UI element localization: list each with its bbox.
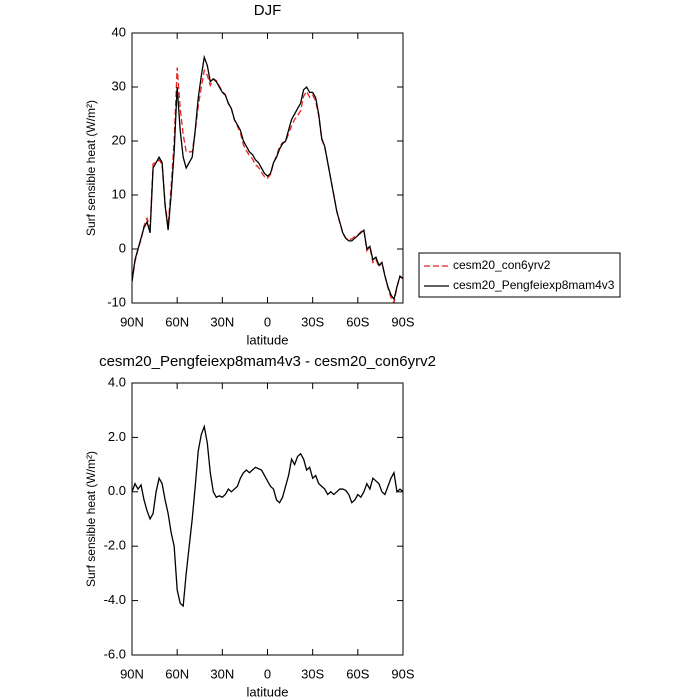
x-tick-label: 90N <box>120 666 144 681</box>
y-tick-label: 40 <box>112 24 126 39</box>
legend-box <box>418 252 621 298</box>
x-tick-label: 30S <box>301 314 324 329</box>
x-tick-label: 90S <box>391 314 414 329</box>
y-tick-label: -2.0 <box>104 538 126 553</box>
chart-title: cesm20_Pengfeiexp8mam4v3 - cesm20_con6yr… <box>99 353 436 370</box>
x-tick-label: 30S <box>301 666 324 681</box>
x-axis-label: latitude <box>247 332 289 347</box>
chart-title: DJF <box>254 2 282 19</box>
x-tick-label: 90S <box>391 666 414 681</box>
x-tick-label: 60N <box>165 666 189 681</box>
y-tick-label: 30 <box>112 78 126 93</box>
y-tick-label: -6.0 <box>104 646 126 661</box>
y-tick-label: -4.0 <box>104 592 126 607</box>
y-tick-label: 20 <box>112 132 126 147</box>
legend-label: cesm20_con6yrv2 <box>453 258 551 272</box>
y-axis-label: Surf sensible heat (W/m²) <box>84 100 98 236</box>
x-tick-label: 0 <box>264 666 271 681</box>
data-line <box>132 424 403 608</box>
x-axis-label: latitude <box>247 684 289 699</box>
y-tick-label: 2.0 <box>108 429 126 444</box>
y-tick-label: -10 <box>107 294 126 309</box>
x-tick-label: 30N <box>210 314 234 329</box>
x-tick-label: 0 <box>264 314 271 329</box>
legend-label: cesm20_Pengfeiexp8mam4v3 <box>453 278 615 292</box>
x-tick-label: 60S <box>346 314 369 329</box>
panel: DJF latitude Surf sensible heat (W/m²) 90N 6… <box>84 2 621 347</box>
x-tick-label: 90N <box>120 314 144 329</box>
data-line <box>132 54 403 301</box>
y-tick-label: 0.0 <box>108 483 126 498</box>
y-axis-label: Surf sensible heat (W/m²) <box>84 451 98 587</box>
legend: cesm20_con6yrv2 cesm20_Pengfeiexp8mam4v3 <box>418 252 621 298</box>
y-tick-label: 0 <box>119 240 126 255</box>
y-tick-label: 4.0 <box>108 374 126 389</box>
x-tick-label: 60N <box>165 314 189 329</box>
x-tick-label: 30N <box>210 666 234 681</box>
plot-frame <box>131 382 404 656</box>
panel: cesm20_Pengfeiexp8mam4v3 - cesm20_con6yr… <box>84 353 436 699</box>
data-line <box>132 67 403 303</box>
x-tick-label: 60S <box>346 666 369 681</box>
y-tick-label: 10 <box>112 186 126 201</box>
